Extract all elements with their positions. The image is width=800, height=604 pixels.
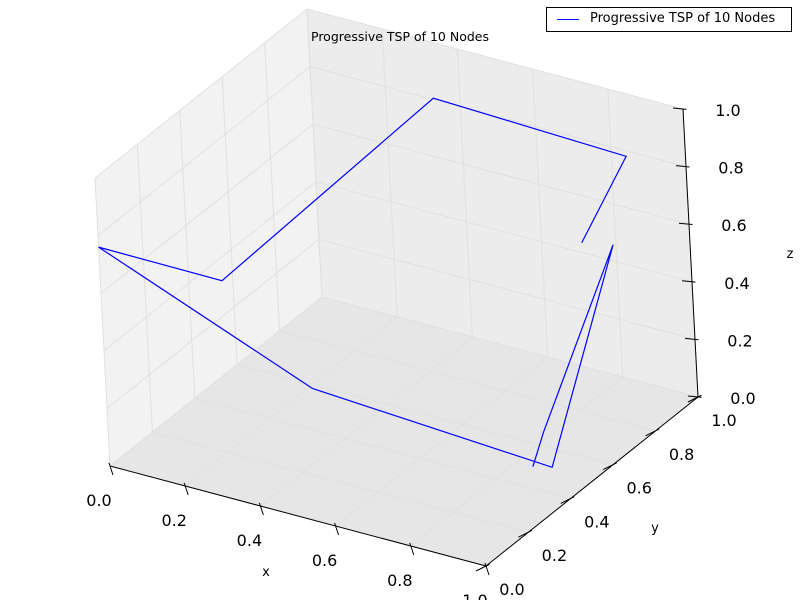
y-tick-label: 0.4 bbox=[584, 512, 609, 531]
x-axis-label: x bbox=[262, 565, 270, 580]
z-tick-label: 0.0 bbox=[730, 389, 755, 408]
legend-label: Progressive TSP of 10 Nodes bbox=[590, 11, 775, 26]
y-tick-label: 1.0 bbox=[711, 411, 736, 430]
y-tick-label: 0.6 bbox=[626, 479, 651, 498]
z-tick-label: 1.0 bbox=[715, 101, 740, 120]
z-tick-label: 0.2 bbox=[727, 331, 752, 350]
y-tick-label: 0.8 bbox=[669, 445, 694, 464]
legend: Progressive TSP of 10 Nodes bbox=[546, 7, 792, 32]
legend-line-swatch bbox=[557, 19, 579, 20]
z-tick-label: 0.8 bbox=[718, 159, 743, 178]
x-tick-label: 1.0 bbox=[462, 591, 487, 600]
x-tick-label: 0.2 bbox=[161, 511, 186, 530]
x-tick-label: 0.6 bbox=[312, 551, 337, 570]
y-tick-label: 0.2 bbox=[542, 546, 567, 565]
z-axis-label: z bbox=[787, 247, 794, 262]
x-tick-label: 0.8 bbox=[387, 571, 412, 590]
x-tick-label: 0.0 bbox=[86, 491, 111, 510]
x-tick-label: 0.4 bbox=[237, 531, 262, 550]
y-axis-label: y bbox=[651, 521, 659, 536]
chart-title: Progressive TSP of 10 Nodes bbox=[311, 29, 489, 44]
z-tick-label: 0.6 bbox=[721, 216, 746, 235]
z-tick-label: 0.4 bbox=[724, 274, 749, 293]
y-tick-label: 0.0 bbox=[499, 580, 524, 599]
